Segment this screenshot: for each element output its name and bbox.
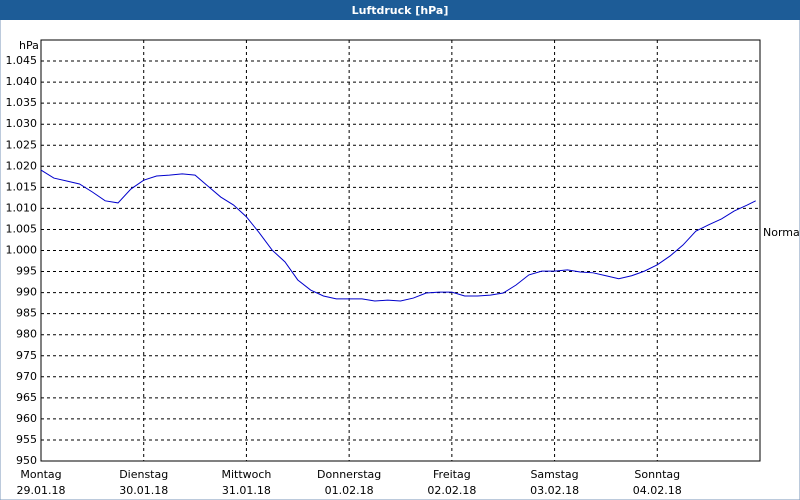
- x-tick-date: 01.02.18: [325, 484, 374, 497]
- x-tick-label: Samstag: [530, 468, 578, 481]
- y-tick-label: 1.035: [6, 96, 38, 109]
- y-tick-label: 1.010: [6, 201, 38, 214]
- y-tick-label: 970: [16, 370, 37, 383]
- y-tick-label: 1.000: [6, 244, 38, 257]
- x-tick-label: Freitag: [433, 468, 471, 481]
- plot-area: [40, 39, 761, 462]
- y-tick-label: 1.045: [6, 54, 38, 67]
- y-unit: hPa: [19, 39, 39, 52]
- x-tick-date: 03.02.18: [530, 484, 579, 497]
- y-tick-label: 1.005: [6, 222, 38, 235]
- y-tick-label: 990: [16, 286, 37, 299]
- y-tick-label: 980: [16, 328, 37, 341]
- x-tick-date: 31.01.18: [222, 484, 271, 497]
- data-line: [40, 169, 756, 302]
- x-tick-label: Donnerstag: [317, 468, 381, 481]
- y-tick-label: 1.025: [6, 138, 38, 151]
- y-tick-label: 965: [16, 391, 37, 404]
- x-tick-date: 30.01.18: [119, 484, 168, 497]
- annotation: Normal: [763, 226, 800, 239]
- y-tick-label: 1.015: [6, 180, 38, 193]
- y-tick-label: 960: [16, 412, 37, 425]
- x-tick-label: Sonntag: [634, 468, 680, 481]
- x-tick-label: Montag: [20, 468, 61, 481]
- chart-title: Luftdruck [hPa]: [352, 4, 449, 17]
- y-tick-label: 975: [16, 349, 37, 362]
- x-tick-date: 04.02.18: [633, 484, 682, 497]
- x-tick-date: 02.02.18: [427, 484, 476, 497]
- y-tick-label: 985: [16, 307, 37, 320]
- y-tick-label: 1.020: [6, 159, 38, 172]
- y-tick-label: 995: [16, 265, 37, 278]
- y-tick-label: 1.040: [6, 75, 38, 88]
- title-bar: [0, 0, 800, 20]
- x-tick-date: 29.01.18: [17, 484, 66, 497]
- y-tick-label: 955: [16, 433, 37, 446]
- y-tick-label: 950: [16, 454, 37, 467]
- y-tick-label: 1.030: [6, 117, 38, 130]
- x-tick-label: Mittwoch: [221, 468, 271, 481]
- x-tick-label: Dienstag: [119, 468, 168, 481]
